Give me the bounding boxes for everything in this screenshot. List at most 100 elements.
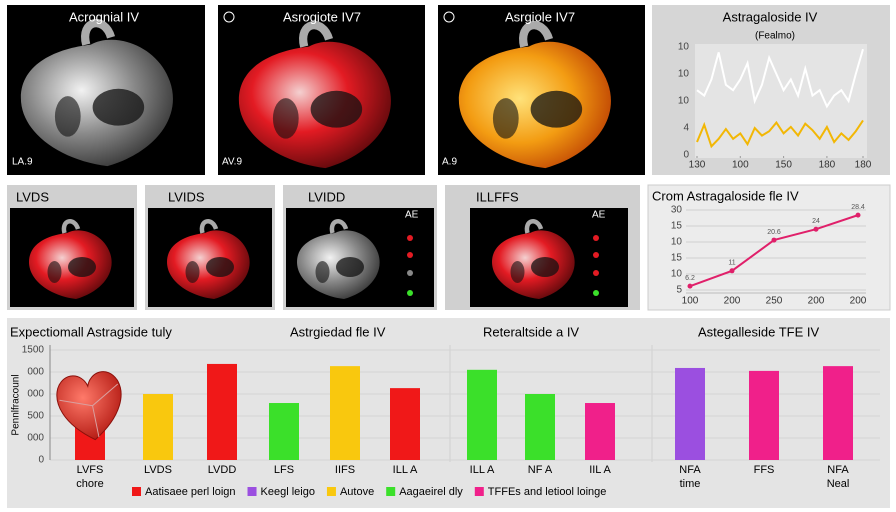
legend-swatch (474, 487, 484, 496)
panel-title: LVIDS (168, 189, 205, 204)
x-tick-label: 200 (808, 296, 825, 307)
bar (143, 394, 173, 460)
y-axis-label: Pennlfracounl (11, 374, 22, 435)
panel-title: Asrogiote IV7 (283, 9, 361, 24)
bar (585, 403, 615, 460)
panel-title: LVIDD (308, 189, 345, 204)
y-tick-label: 000 (27, 389, 44, 400)
x-tick-label: 150 (775, 160, 792, 171)
bar (207, 363, 237, 460)
icon (443, 11, 455, 23)
x-tick-label: ILL A (470, 464, 495, 476)
chart-title: Crom Astragaloside fle IV (652, 188, 799, 203)
middle-panels: LVDS LVIDS LVIDD AE ILLFFS AE Crom Astra… (7, 184, 891, 311)
x-tick-label: LVFS (77, 464, 104, 476)
y-tick-label: 1500 (22, 345, 45, 356)
group-title: Astegalleside TFE IV (698, 324, 819, 339)
chart-panel (647, 184, 891, 311)
x-tick-label: ILL A (393, 464, 418, 476)
data-label: 20.6 (767, 229, 781, 236)
bar (525, 394, 555, 460)
x-tick-label: 180 (855, 160, 872, 171)
bar (675, 367, 705, 460)
x-tick-sublabel: chore (76, 478, 104, 490)
x-tick-label: NF A (528, 464, 553, 476)
top-panels: Acrognial IV LA.9 Asrogiote IV7 AV.9 Asr… (7, 5, 890, 175)
y-tick-label: 10 (678, 96, 690, 107)
panel-title: Asrgiole IV7 (505, 9, 575, 24)
bar (269, 403, 299, 460)
x-tick-label: LVDD (208, 464, 237, 476)
bar (749, 370, 779, 460)
group-title: Astrgiedad fle IV (290, 324, 386, 339)
legend-dot (593, 290, 599, 296)
legend-dot (407, 235, 413, 241)
data-label: 28.4 (851, 204, 865, 211)
panel-corner: AV.9 (222, 157, 242, 168)
legend-title: AE (405, 210, 419, 221)
panel-corner: LA.9 (12, 157, 33, 168)
legend-label: Keegl leigo (261, 486, 315, 498)
panel-title: LVDS (16, 189, 49, 204)
x-tick-label: IIFS (335, 464, 355, 476)
y-tick-label: 0 (38, 455, 44, 466)
x-tick-label: LVDS (144, 464, 172, 476)
line-series (696, 119, 864, 149)
heart-icon (56, 371, 122, 441)
y-tick-label: 30 (671, 205, 683, 216)
x-tick-label: NFA (679, 464, 701, 476)
legend-swatch (247, 487, 257, 496)
y-tick-label: 15 (671, 221, 683, 232)
bar (823, 366, 853, 460)
legend-dot (407, 252, 413, 258)
y-tick-label: 500 (27, 411, 44, 422)
bar (467, 369, 497, 460)
x-tick-label: 100 (682, 296, 699, 307)
panel-title: Acrognial IV (69, 9, 139, 24)
legend-swatch (386, 487, 396, 496)
legend-label: Autove (340, 486, 374, 498)
legend-dot (407, 270, 413, 276)
x-tick-label: 200 (724, 296, 741, 307)
group-title: Reteraltside a IV (483, 324, 579, 339)
point (855, 212, 861, 218)
x-tick-sublabel: Neal (827, 478, 850, 490)
data-label: 11 (728, 260, 735, 267)
x-tick-label: FFS (754, 464, 775, 476)
legend-label: Aagaeirel dly (399, 486, 463, 498)
x-tick-label: NFA (827, 464, 849, 476)
chart-title: Expectiomall Astragside tuly (10, 324, 172, 339)
chart-title: Astragaloside IV (723, 9, 818, 24)
data-label: 6.2 (685, 275, 695, 282)
legend-dot (593, 252, 599, 258)
y-tick-label: 10 (678, 69, 690, 80)
y-tick-label: 000 (27, 433, 44, 444)
x-tick-sublabel: time (680, 478, 701, 490)
legend-label: TFFEs and letiool loinge (488, 486, 607, 498)
legend-dot (593, 270, 599, 276)
x-tick-label: 250 (766, 296, 783, 307)
chart-subtitle: (Fealmo) (755, 31, 795, 42)
icon (223, 11, 235, 23)
legend-dot (593, 235, 599, 241)
y-tick-label: 5 (676, 285, 682, 296)
heart-shape (56, 371, 122, 441)
y-tick-label: 10 (678, 42, 690, 53)
point (771, 237, 777, 243)
bar (330, 366, 360, 460)
legend-swatch (326, 487, 336, 496)
line-series (696, 48, 864, 109)
x-tick-label: 130 (689, 160, 706, 171)
bar (390, 388, 420, 460)
y-tick-label: 10 (671, 269, 683, 280)
x-tick-label: IIL A (589, 464, 611, 476)
point (813, 226, 819, 232)
x-tick-label: 180 (819, 160, 836, 171)
y-tick-label: 0 (683, 150, 689, 161)
point (729, 268, 735, 274)
plot-area (695, 44, 867, 158)
y-tick-label: 4 (683, 123, 689, 134)
legend-dot (407, 290, 413, 296)
x-tick-label: 100 (732, 160, 749, 171)
